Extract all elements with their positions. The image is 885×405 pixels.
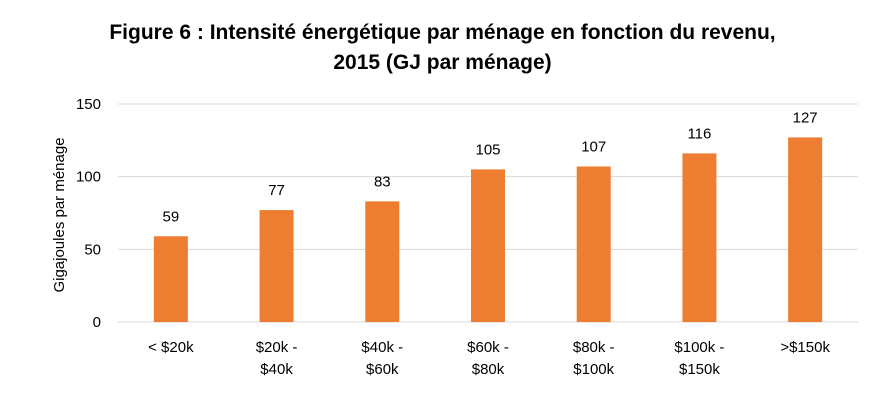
y-tick-label: 0 — [93, 314, 101, 331]
bar — [153, 236, 188, 322]
data-label: 127 — [793, 109, 818, 126]
y-tick-labels: 0 50 100 150 — [76, 96, 101, 331]
x-tick-label: $60k — [366, 361, 399, 378]
x-tick-label: $40k — [260, 361, 293, 378]
data-label: 107 — [581, 138, 606, 155]
bar — [365, 201, 400, 322]
bar — [576, 166, 611, 322]
bars — [153, 137, 823, 322]
x-tick-label: $80k - — [573, 339, 615, 356]
x-tick-label: $40k - — [361, 339, 403, 356]
x-tick-label: $100k — [573, 361, 614, 378]
x-tick-labels: < $20k $20k - $40k $40k - $60k $60k - $80k $80k… — [148, 339, 830, 378]
data-label: 77 — [268, 182, 285, 199]
x-tick-label: $60k - — [467, 339, 509, 356]
y-tick-label: 50 — [84, 241, 101, 258]
data-label: 83 — [374, 173, 391, 190]
x-tick-label: $80k — [472, 361, 505, 378]
y-axis-title: Gigajoules par ménage — [51, 137, 68, 292]
x-tick-label: < $20k — [148, 339, 194, 356]
x-tick-label: $100k - — [674, 339, 724, 356]
bar — [471, 169, 505, 322]
y-tick-label: 150 — [76, 96, 101, 113]
x-tick-label: $150k — [679, 361, 720, 378]
chart-title: Figure 6 : Intensité énergétique par mén… — [0, 18, 885, 78]
data-labels: 59 77 83 105 107 116 127 — [163, 109, 818, 225]
bar — [788, 137, 823, 322]
data-label: 59 — [163, 208, 180, 225]
chart-title-line-1: Figure 6 : Intensité énergétique par mén… — [109, 21, 776, 44]
chart-title-line-2: 2015 (GJ par ménage) — [333, 51, 552, 74]
data-label: 116 — [687, 125, 711, 142]
x-tick-label: $20k - — [256, 339, 298, 356]
bar — [259, 210, 294, 322]
bar — [682, 153, 717, 322]
data-label: 105 — [475, 141, 500, 158]
x-tick-label: >$150k — [780, 339, 830, 356]
y-tick-label: 100 — [76, 169, 101, 186]
